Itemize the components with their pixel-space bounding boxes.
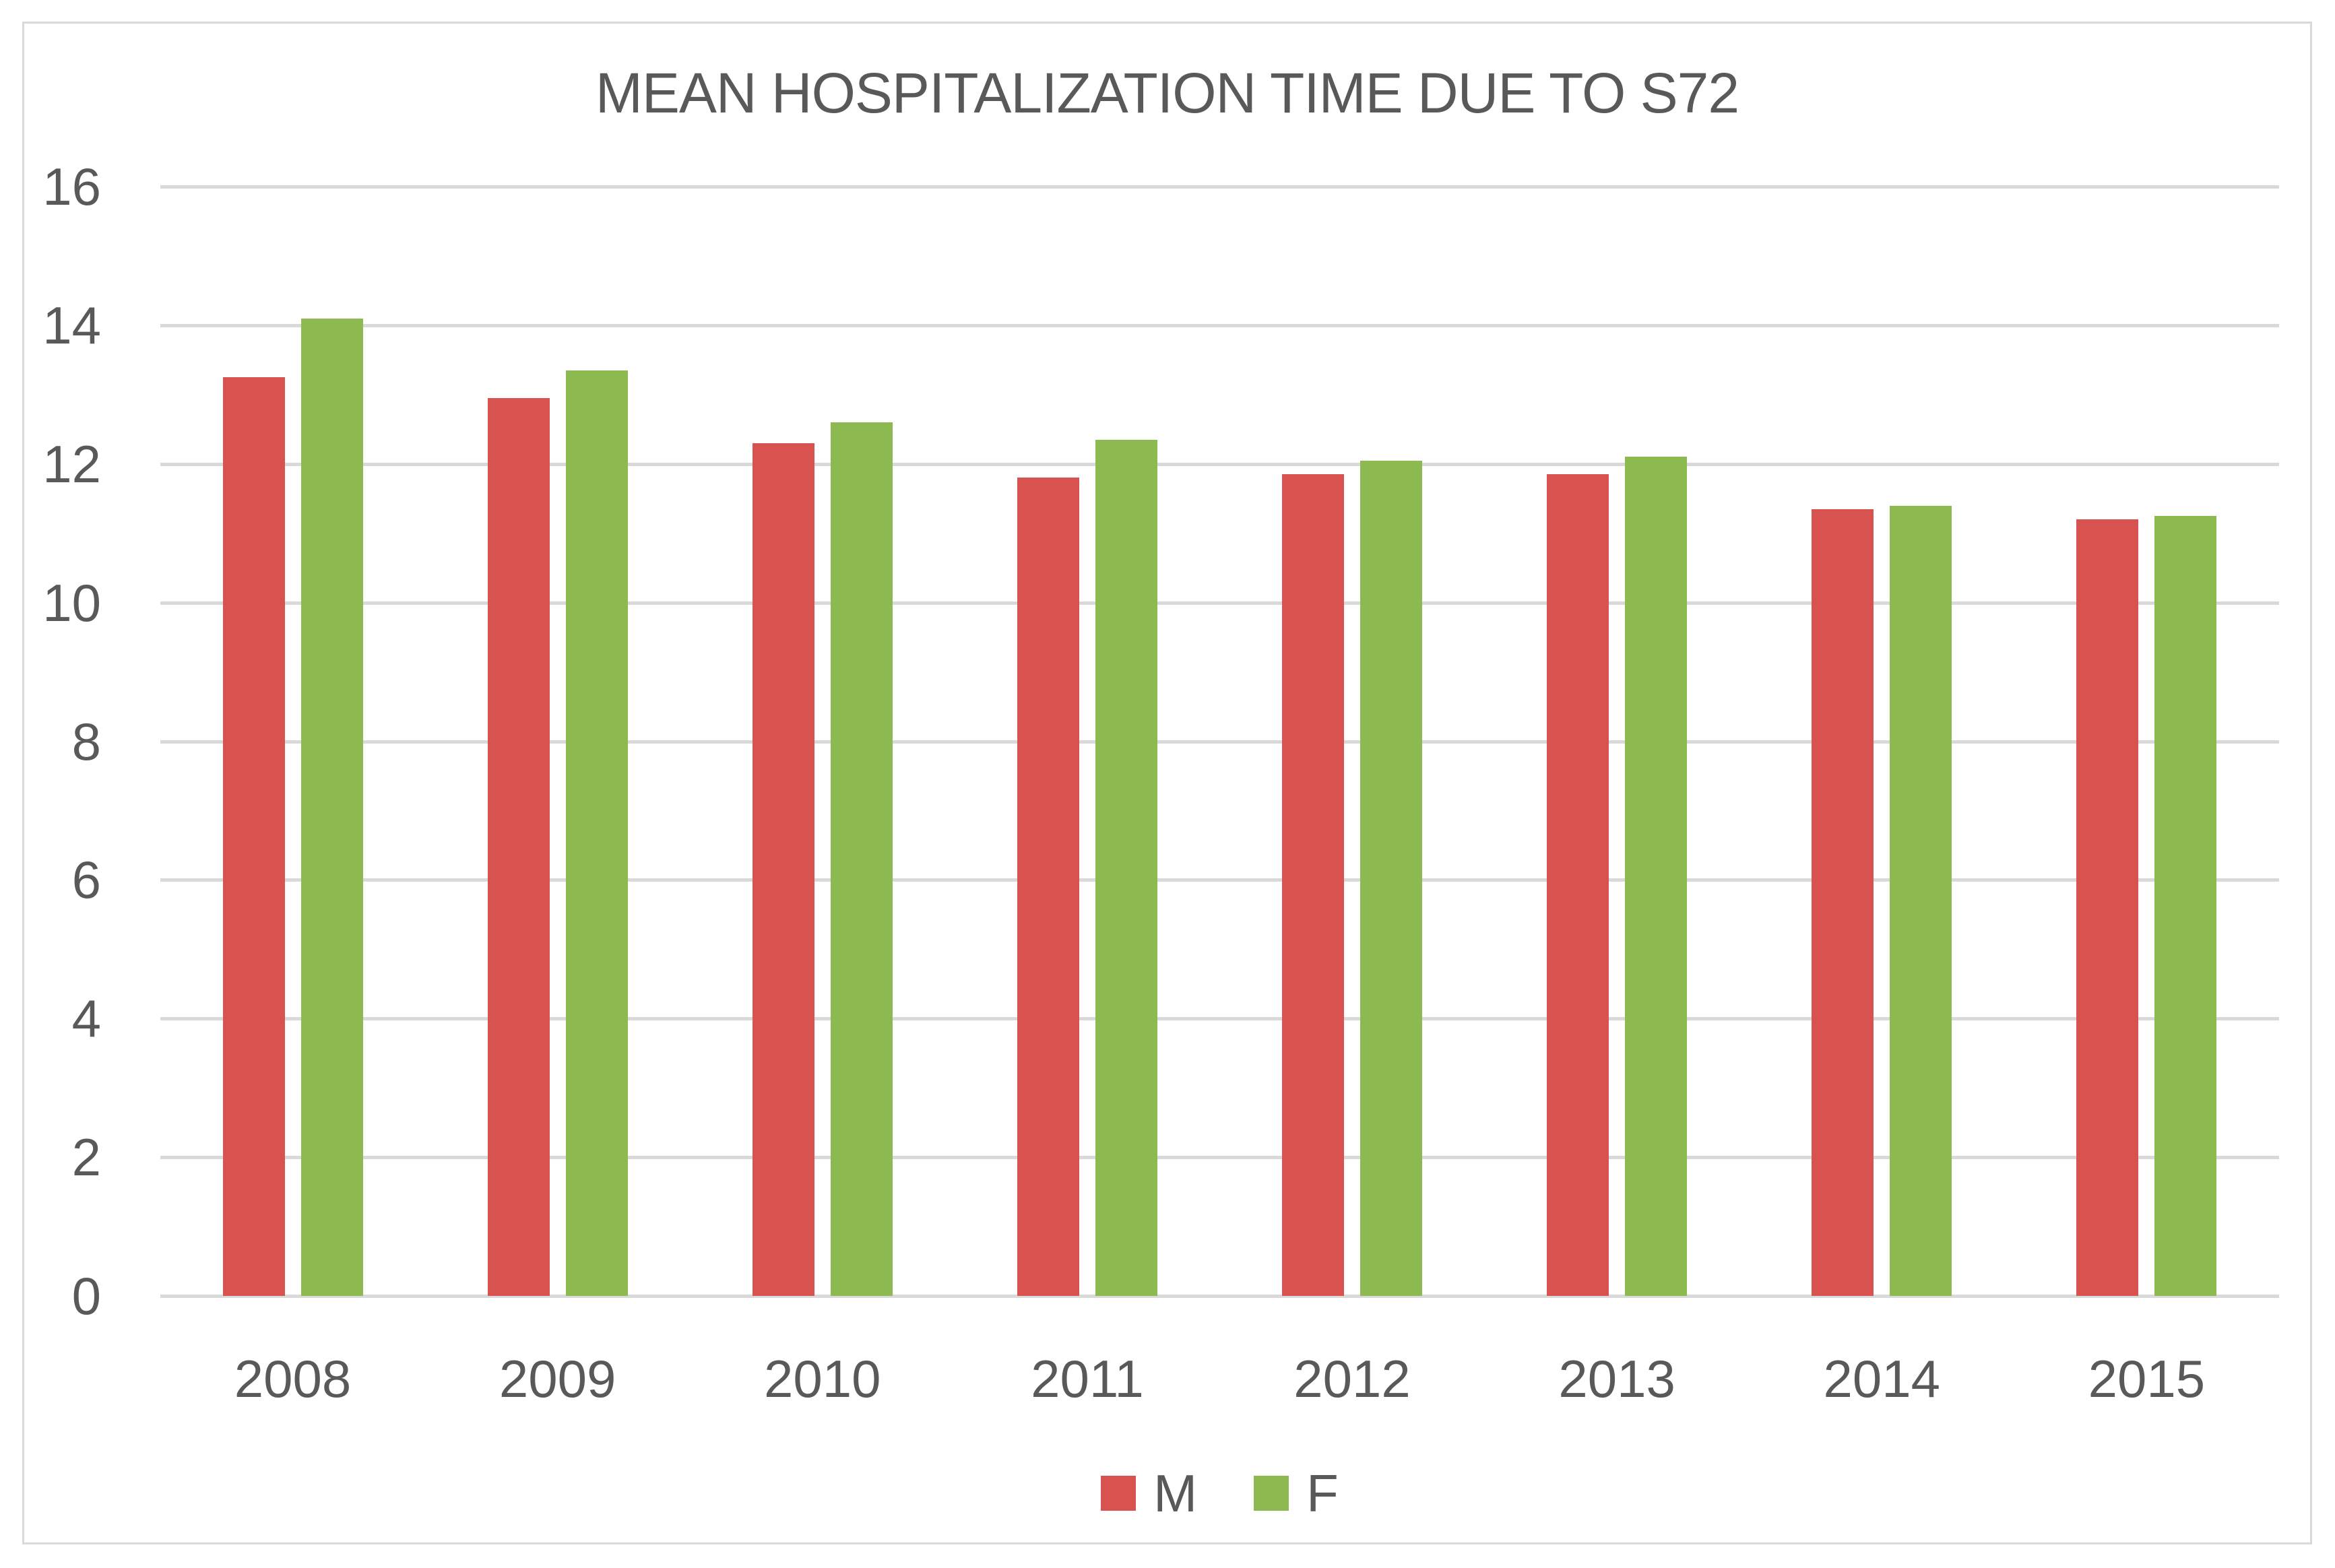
legend-swatch-F	[1254, 1476, 1289, 1511]
y-axis-tick-12: 12	[42, 434, 101, 494]
y-axis-tick-14: 14	[42, 295, 101, 355]
gridline-2	[160, 1156, 2279, 1160]
bar-M-2015	[2076, 519, 2139, 1296]
y-axis-tick-4: 4	[71, 989, 101, 1049]
x-axis-label-2009: 2009	[499, 1349, 616, 1408]
y-axis-tick-0: 0	[71, 1266, 101, 1326]
chart-title: MEAN HOSPITALIZATION TIME DUE TO S72	[595, 61, 1739, 125]
bar-M-2009	[487, 397, 550, 1296]
gridline-12	[160, 462, 2279, 466]
bar-F-2014	[1890, 505, 1952, 1296]
x-axis-label-2008: 2008	[234, 1349, 352, 1408]
x-axis-label-2013: 2013	[1558, 1349, 1675, 1408]
gridline-6	[160, 878, 2279, 882]
bar-F-2015	[2154, 515, 2217, 1296]
y-axis-tick-16: 16	[42, 157, 101, 216]
bar-M-2008	[222, 377, 285, 1296]
y-axis-tick-6: 6	[71, 850, 101, 910]
legend-swatch-M	[1101, 1476, 1137, 1511]
bar-M-2012	[1282, 474, 1345, 1296]
bar-M-2013	[1547, 474, 1609, 1296]
bar-F-2008	[300, 318, 363, 1296]
bar-F-2010	[830, 422, 893, 1296]
bar-M-2010	[752, 443, 814, 1296]
x-axis-label-2014: 2014	[1823, 1349, 1941, 1408]
gridline-16	[160, 185, 2279, 189]
bar-M-2011	[1017, 478, 1079, 1296]
y-axis-tick-2: 2	[71, 1128, 101, 1187]
y-axis-tick-8: 8	[71, 711, 101, 771]
legend-item-F: F	[1254, 1467, 1339, 1520]
gridline-8	[160, 740, 2279, 744]
x-axis-label-2012: 2012	[1293, 1349, 1411, 1408]
bar-F-2013	[1625, 457, 1688, 1296]
chart-frame	[22, 22, 2312, 1544]
bar-F-2011	[1095, 439, 1157, 1296]
x-axis-label-2010: 2010	[764, 1349, 881, 1408]
bar-M-2014	[1812, 509, 1874, 1296]
legend-label-F: F	[1306, 1464, 1339, 1523]
bar-F-2012	[1360, 460, 1423, 1296]
bar-F-2009	[565, 370, 628, 1296]
gridline-0	[160, 1295, 2279, 1298]
legend-item-M: M	[1101, 1467, 1197, 1520]
legend-label-M: M	[1153, 1464, 1198, 1523]
y-axis-tick-10: 10	[42, 573, 101, 632]
x-axis-label-2011: 2011	[1031, 1349, 1144, 1408]
gridline-4	[160, 1017, 2279, 1021]
gridline-14	[160, 323, 2279, 327]
x-axis-label-2015: 2015	[2088, 1349, 2206, 1408]
gridline-10	[160, 601, 2279, 605]
